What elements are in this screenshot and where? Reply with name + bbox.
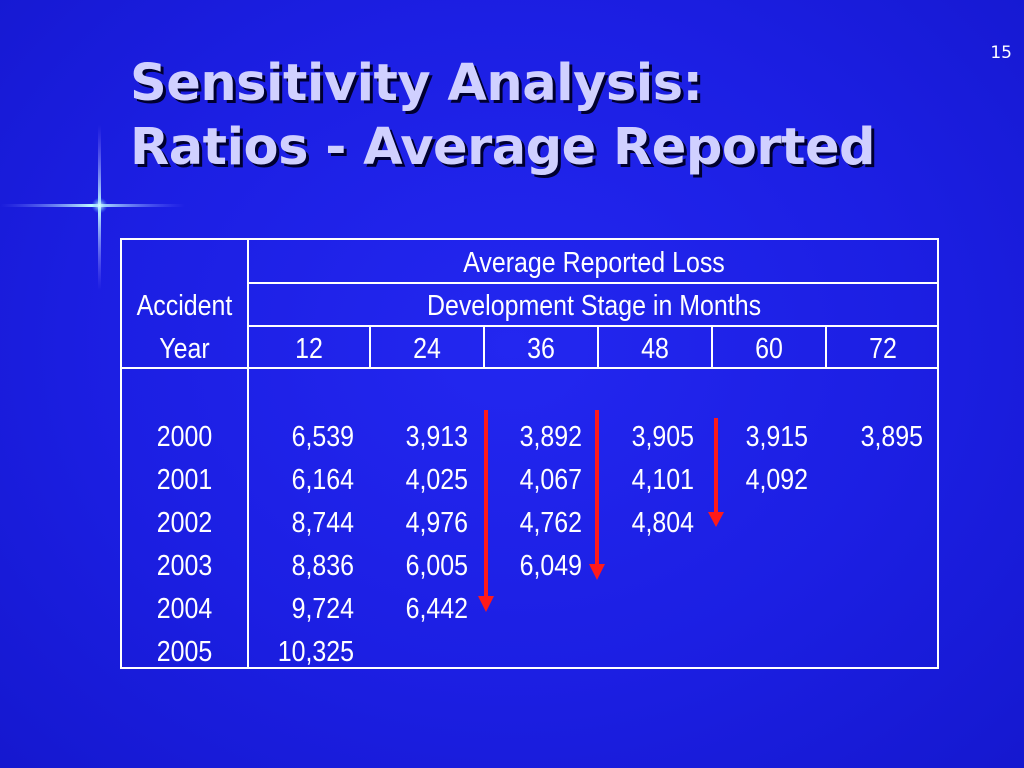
column-divider <box>369 325 371 367</box>
value-cell: 3,895 <box>860 421 923 453</box>
year-cell: 2001 <box>156 464 213 496</box>
table-divider <box>249 325 939 327</box>
header-accident: Accident <box>136 290 233 322</box>
year-cell: 2004 <box>156 593 213 625</box>
value-cell: 4,092 <box>745 464 808 496</box>
column-divider <box>597 325 599 367</box>
value-cell: 3,892 <box>519 421 582 453</box>
table-divider <box>249 282 939 284</box>
value-cell: 6,005 <box>405 550 468 582</box>
sparkle-star-icon <box>0 125 185 290</box>
year-cell: 2002 <box>156 507 213 539</box>
year-cell: 2005 <box>156 636 213 668</box>
value-cell: 6,049 <box>519 550 582 582</box>
column-header-12: 12 <box>295 333 323 365</box>
column-header-72: 72 <box>869 333 897 365</box>
slide-title: Sensitivity Analysis: Ratios - Average R… <box>130 52 876 180</box>
column-header-60: 60 <box>755 333 783 365</box>
column-header-24: 24 <box>413 333 441 365</box>
table-divider-vertical <box>247 240 249 667</box>
title-line-1: Sensitivity Analysis: <box>130 54 703 113</box>
value-cell: 9,724 <box>291 593 354 625</box>
column-divider <box>483 325 485 367</box>
header-average-reported-loss: Average Reported Loss <box>463 247 725 279</box>
value-cell: 3,915 <box>745 421 808 453</box>
value-cell: 4,976 <box>405 507 468 539</box>
value-cell: 4,762 <box>519 507 582 539</box>
value-cell: 6,539 <box>291 421 354 453</box>
value-cell: 3,905 <box>631 421 694 453</box>
column-divider <box>825 325 827 367</box>
value-cell: 6,164 <box>291 464 354 496</box>
value-cell: 6,442 <box>405 593 468 625</box>
value-cell: 4,067 <box>519 464 582 496</box>
column-header-48: 48 <box>641 333 669 365</box>
column-divider <box>711 325 713 367</box>
loss-table: Average Reported Loss Development Stage … <box>120 238 939 669</box>
header-year: Year <box>159 333 210 365</box>
value-cell: 8,836 <box>291 550 354 582</box>
title-line-2: Ratios - Average Reported <box>130 118 876 177</box>
value-cell: 4,025 <box>405 464 468 496</box>
value-cell: 4,804 <box>631 507 694 539</box>
table-divider <box>122 367 939 369</box>
value-cell: 8,744 <box>291 507 354 539</box>
header-development-stage: Development Stage in Months <box>426 290 762 322</box>
year-cell: 2003 <box>156 550 213 582</box>
value-cell: 4,101 <box>631 464 694 496</box>
value-cell: 10,325 <box>277 636 354 668</box>
slide-number: 15 <box>990 43 1012 63</box>
column-header-36: 36 <box>527 333 555 365</box>
year-cell: 2000 <box>156 421 213 453</box>
value-cell: 3,913 <box>405 421 468 453</box>
